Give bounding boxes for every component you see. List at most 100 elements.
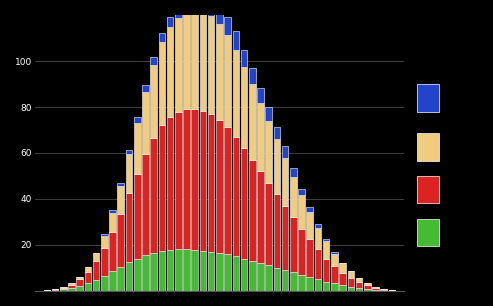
Bar: [339, 263, 346, 273]
Bar: [356, 282, 362, 288]
Bar: [298, 188, 305, 196]
Bar: [175, 249, 181, 291]
Bar: [249, 160, 255, 261]
Bar: [315, 279, 321, 291]
Bar: [150, 138, 157, 253]
Bar: [60, 288, 67, 289]
Bar: [76, 277, 83, 279]
Bar: [200, 12, 206, 110]
Bar: [364, 289, 371, 291]
Bar: [364, 285, 371, 289]
Bar: [298, 275, 305, 291]
Bar: [76, 279, 83, 286]
Bar: [323, 282, 329, 291]
Bar: [183, 249, 190, 291]
Bar: [126, 150, 132, 154]
Bar: [348, 286, 354, 291]
Bar: [159, 42, 165, 125]
Bar: [241, 50, 247, 67]
Bar: [339, 273, 346, 285]
Bar: [109, 211, 116, 213]
Bar: [372, 288, 379, 290]
Bar: [167, 27, 174, 117]
Bar: [241, 259, 247, 291]
Bar: [109, 213, 116, 232]
Bar: [274, 139, 280, 194]
Bar: [257, 103, 264, 171]
Bar: [274, 127, 280, 139]
Bar: [282, 146, 288, 158]
Bar: [348, 271, 354, 278]
Bar: [331, 266, 338, 283]
Bar: [52, 290, 58, 291]
Bar: [142, 154, 149, 255]
Bar: [265, 183, 272, 265]
Bar: [224, 35, 231, 127]
Bar: [364, 283, 371, 285]
Bar: [52, 289, 58, 290]
Bar: [85, 267, 91, 272]
Bar: [372, 290, 379, 291]
Bar: [323, 239, 329, 241]
Bar: [142, 85, 149, 92]
Bar: [323, 259, 329, 282]
Bar: [216, 7, 223, 24]
Bar: [216, 253, 223, 291]
Bar: [191, 250, 198, 291]
Bar: [134, 123, 141, 174]
Bar: [265, 121, 272, 183]
Bar: [159, 251, 165, 291]
Bar: [249, 84, 255, 160]
Bar: [208, 17, 214, 114]
Bar: [265, 265, 272, 291]
Bar: [150, 253, 157, 291]
Bar: [117, 186, 124, 214]
Bar: [183, 0, 190, 12]
Bar: [76, 286, 83, 291]
Bar: [216, 120, 223, 253]
Bar: [315, 228, 321, 249]
Bar: [331, 252, 338, 253]
Bar: [298, 229, 305, 275]
Bar: [323, 241, 329, 259]
Bar: [68, 285, 75, 288]
Bar: [85, 272, 91, 283]
Bar: [200, 0, 206, 12]
Bar: [208, 252, 214, 291]
Bar: [233, 31, 239, 50]
Bar: [200, 251, 206, 291]
Bar: [109, 271, 116, 291]
Bar: [381, 289, 387, 290]
Bar: [307, 277, 313, 291]
Bar: [339, 285, 346, 291]
Bar: [274, 268, 280, 291]
Bar: [224, 254, 231, 291]
Bar: [356, 278, 362, 282]
Bar: [307, 211, 313, 239]
Bar: [290, 177, 297, 217]
Bar: [282, 158, 288, 206]
Bar: [93, 253, 100, 261]
Bar: [117, 183, 124, 186]
Bar: [191, 109, 198, 250]
Bar: [167, 17, 174, 27]
Bar: [257, 88, 264, 103]
Bar: [60, 287, 67, 288]
Bar: [150, 57, 157, 65]
Bar: [241, 148, 247, 259]
Bar: [93, 280, 100, 291]
Bar: [290, 168, 297, 177]
Bar: [331, 283, 338, 291]
Bar: [117, 214, 124, 267]
Bar: [183, 12, 190, 109]
Bar: [101, 236, 107, 248]
Bar: [315, 224, 321, 228]
Bar: [101, 234, 107, 236]
Bar: [85, 283, 91, 291]
Bar: [93, 261, 100, 280]
Bar: [183, 109, 190, 249]
Bar: [208, 0, 214, 17]
Bar: [307, 239, 313, 277]
Bar: [290, 272, 297, 291]
Bar: [159, 33, 165, 42]
